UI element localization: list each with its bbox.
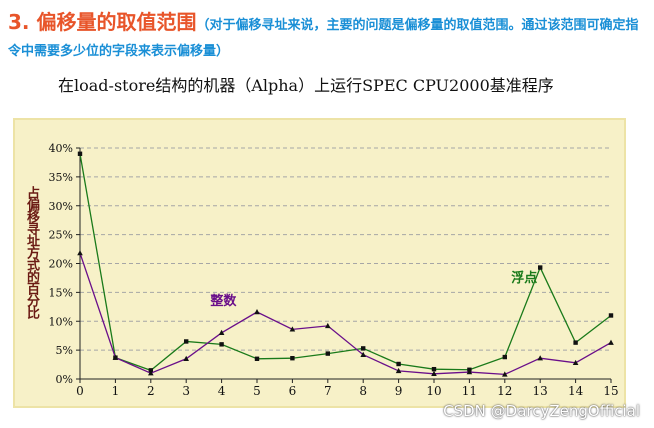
data-point xyxy=(502,354,507,360)
data-point xyxy=(254,309,260,315)
watermark: CSDN @DarcyZengOfficial xyxy=(443,402,640,420)
x-tick-label: 15 xyxy=(603,384,618,398)
series-name-label: 整数 xyxy=(209,293,237,309)
data-point xyxy=(325,322,331,329)
data-point xyxy=(360,351,366,357)
data-point xyxy=(537,355,543,361)
y-tick-labels: 0% 5% 10% 15% 20% 25% 30% 35% 40% xyxy=(49,142,73,386)
y-tick-label: 40% xyxy=(49,142,73,155)
slide-title-note: （对于偏移寻址来说，主要的问题是偏移量的取值范围。通过该范围可确定指令中需要多少… xyxy=(8,18,639,59)
axes xyxy=(79,148,611,380)
slide-title: 3. 偏移量的取值范围 xyxy=(8,10,197,34)
x-tick-label: 14 xyxy=(568,384,584,398)
y-tick-label: 35% xyxy=(49,171,73,184)
x-tick-label: 1 xyxy=(112,384,120,398)
data-point xyxy=(289,326,296,332)
data-point xyxy=(572,359,579,366)
data-point xyxy=(218,329,225,335)
series-line xyxy=(79,252,612,376)
y-tick-label: 10% xyxy=(49,315,73,328)
data-point xyxy=(466,369,473,375)
data-point xyxy=(573,340,578,345)
data-point xyxy=(396,361,401,367)
x-tick-label: 4 xyxy=(218,384,226,398)
x-tick-label: 9 xyxy=(395,384,403,398)
data-point xyxy=(538,265,543,270)
y-tick-label: 20% xyxy=(49,258,73,271)
data-point xyxy=(431,370,437,377)
y-axis-label: 占偏移寻址方式的百分比 xyxy=(24,186,39,318)
data-point xyxy=(148,370,154,376)
data-point xyxy=(325,351,330,356)
data-point xyxy=(184,339,189,344)
slide-heading: 3. 偏移量的取值范围（对于偏移寻址来说，主要的问题是偏移量的取值范围。通过该范… xyxy=(8,10,648,64)
x-tick-label: 0 xyxy=(76,384,84,398)
x-tick-label: 7 xyxy=(324,384,332,398)
data-point xyxy=(361,346,366,351)
chart-subtitle: 在load-store结构的机器（Alpha）上运行SPEC CPU2000基准… xyxy=(58,76,554,95)
y-tick-label: 0% xyxy=(56,373,73,386)
y-tick-label: 15% xyxy=(49,286,73,299)
grid-lines xyxy=(76,147,612,383)
data-point xyxy=(77,250,83,256)
data-point xyxy=(395,367,402,374)
x-tick-label: 8 xyxy=(359,384,367,398)
data-point xyxy=(183,355,189,361)
data-point xyxy=(608,339,614,345)
x-tick-label: 10 xyxy=(426,384,441,398)
series-name-label: 浮点 xyxy=(511,270,537,286)
x-tick-label: 13 xyxy=(533,384,548,398)
x-tick-label: 12 xyxy=(497,384,512,398)
data-point xyxy=(608,313,614,318)
x-tick-label: 2 xyxy=(147,384,155,398)
series-lines xyxy=(77,151,614,377)
data-point xyxy=(290,356,295,361)
data-point xyxy=(254,356,260,361)
x-tick-labels: 0 1 2 3 4 5 6 7 8 9 10 11 12 13 14 15 xyxy=(76,384,618,398)
data-point xyxy=(77,151,83,156)
data-point xyxy=(219,342,224,347)
y-tick-label: 30% xyxy=(49,200,73,213)
y-tick-label: 25% xyxy=(49,229,73,242)
series-line xyxy=(79,153,612,372)
data-point xyxy=(502,371,508,377)
y-tick-label: 5% xyxy=(56,344,73,357)
x-tick-label: 11 xyxy=(462,384,477,398)
data-point xyxy=(431,366,437,372)
x-tick-label: 3 xyxy=(182,384,190,398)
x-tick-label: 5 xyxy=(253,384,261,398)
data-point xyxy=(112,354,119,360)
x-tick-label: 6 xyxy=(289,384,297,398)
